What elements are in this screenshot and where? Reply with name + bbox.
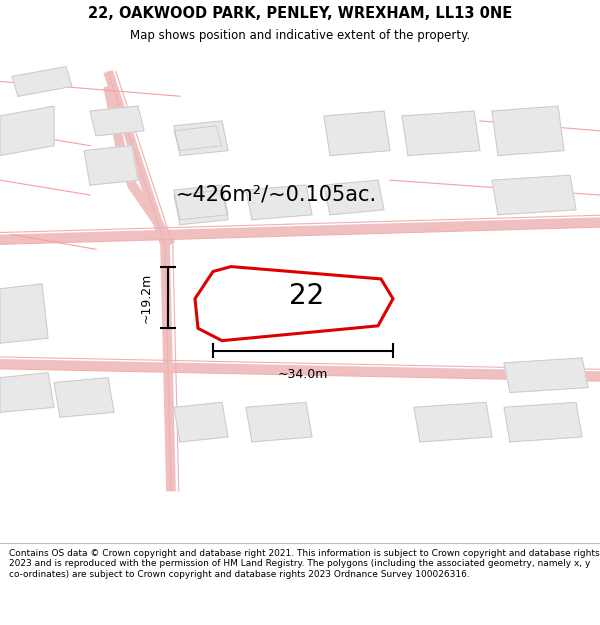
Polygon shape	[324, 180, 384, 215]
Polygon shape	[174, 126, 222, 151]
Text: ~426m²/~0.105ac.: ~426m²/~0.105ac.	[175, 185, 377, 205]
Polygon shape	[174, 402, 228, 442]
Polygon shape	[90, 106, 144, 136]
Polygon shape	[414, 402, 492, 442]
Text: Contains OS data © Crown copyright and database right 2021. This information is : Contains OS data © Crown copyright and d…	[9, 549, 599, 579]
Polygon shape	[84, 146, 138, 185]
Polygon shape	[492, 106, 564, 156]
Text: ~34.0m: ~34.0m	[278, 368, 328, 381]
Polygon shape	[195, 267, 393, 341]
Polygon shape	[246, 402, 312, 442]
Polygon shape	[0, 372, 54, 413]
Polygon shape	[174, 190, 228, 224]
Polygon shape	[324, 111, 390, 156]
Polygon shape	[504, 358, 588, 392]
Text: 22, OAKWOOD PARK, PENLEY, WREXHAM, LL13 0NE: 22, OAKWOOD PARK, PENLEY, WREXHAM, LL13 …	[88, 6, 512, 21]
Polygon shape	[492, 175, 576, 215]
Polygon shape	[0, 106, 54, 156]
Polygon shape	[54, 378, 114, 418]
Polygon shape	[174, 185, 228, 219]
Polygon shape	[504, 402, 582, 442]
Text: 22: 22	[289, 282, 324, 310]
Polygon shape	[12, 67, 72, 96]
Polygon shape	[246, 185, 312, 219]
Polygon shape	[402, 111, 480, 156]
Polygon shape	[0, 284, 48, 343]
Text: ~19.2m: ~19.2m	[140, 272, 153, 322]
Polygon shape	[174, 121, 228, 156]
Text: Map shows position and indicative extent of the property.: Map shows position and indicative extent…	[130, 29, 470, 42]
